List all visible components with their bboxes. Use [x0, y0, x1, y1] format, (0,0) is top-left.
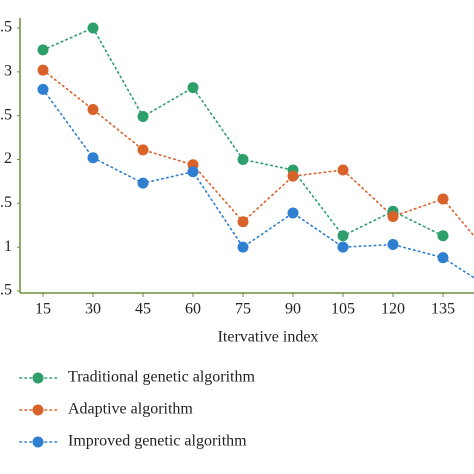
data-point	[37, 64, 49, 76]
y-tick-label: 3	[4, 63, 12, 80]
x-tick-label: 90	[285, 301, 301, 318]
x-tick-label: 15	[35, 301, 51, 318]
data-point	[87, 22, 99, 34]
data-point	[137, 144, 149, 156]
x-tick-label: 75	[235, 301, 251, 318]
data-point	[337, 241, 349, 253]
y-tick-label: 3.5	[0, 19, 12, 36]
data-point	[37, 83, 49, 95]
data-point	[187, 166, 199, 178]
data-point	[287, 207, 299, 219]
data-point	[437, 193, 449, 205]
legend-marker	[32, 436, 44, 448]
data-point	[237, 154, 249, 165]
data-point	[387, 210, 399, 222]
data-point	[237, 216, 249, 228]
data-point	[337, 164, 349, 176]
data-point	[87, 152, 99, 164]
data-point	[337, 230, 349, 242]
x-tick-label: 135	[431, 301, 455, 318]
data-point	[37, 44, 49, 56]
x-tick-label: 45	[135, 301, 151, 318]
series-line	[42, 88, 474, 279]
data-point	[387, 239, 399, 251]
legend-label: Traditional genetic algorithm	[68, 369, 255, 386]
x-tick-label: 60	[185, 301, 201, 318]
legend-label: Adaptive algorithm	[68, 401, 193, 418]
x-tick-label: 30	[85, 301, 101, 318]
legend-marker	[32, 404, 44, 416]
series-line	[42, 26, 444, 237]
y-tick-label: 2	[4, 150, 12, 167]
data-point	[237, 241, 249, 253]
series-line	[42, 69, 474, 238]
y-tick-label: 1.5	[0, 194, 12, 211]
data-point	[437, 230, 449, 242]
x-tick-label: 120	[381, 301, 405, 318]
y-tick-label: 1	[4, 238, 12, 255]
data-point	[87, 104, 99, 116]
data-point	[437, 252, 449, 264]
data-point	[137, 111, 149, 123]
data-point	[287, 170, 299, 182]
data-point	[137, 177, 149, 189]
legend-label: Improved genetic algorithm	[68, 433, 247, 450]
y-tick-label: 0.5	[0, 282, 12, 299]
legend-marker	[32, 372, 44, 384]
y-tick-label: 2.5	[0, 106, 12, 123]
x-axis-title: Itervative index	[218, 329, 319, 346]
x-tick-label: 105	[331, 301, 355, 318]
data-point	[187, 82, 199, 94]
